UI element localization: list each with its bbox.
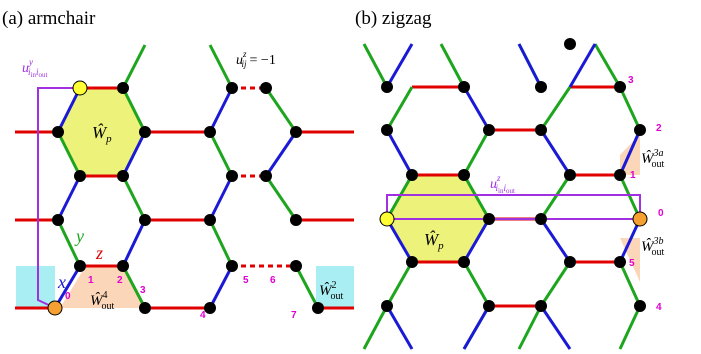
panel-a-title: (a) armchair [2,8,96,29]
x-bonds-b [385,43,642,350]
sites-a [52,82,324,314]
panel-b-title: (b) zigzag [355,8,432,29]
y-bonds-a [56,44,320,309]
site-number-b-2: 2 [656,123,662,134]
plaquette-wp-a [58,88,145,176]
u-z-label-b: uz iiniout [490,173,515,195]
x-bonds-a [53,87,298,309]
site-number-b-0: 0 [658,208,664,219]
site-number-a-5: 5 [243,275,249,286]
bond-label-x: x [57,272,66,292]
wp-label-a: Ŵp [92,123,112,145]
site-number-a-1: 1 [88,275,94,286]
site-number-a-3: 3 [140,285,146,296]
site-number-a-2: 2 [117,275,123,286]
cyan-box-right [316,266,354,308]
site-number-a-4: 4 [200,310,206,321]
bond-label-y: y [74,226,84,246]
path-uy-a [37,87,80,309]
in-site-a [72,80,88,96]
wout2-label: Ŵ2 out [319,280,344,302]
path-uz-b [386,194,641,220]
in-site-b [379,211,395,227]
cyan-box-left [16,266,55,308]
bond-label-z: z [95,243,103,263]
site-number-a-6: 6 [270,275,276,286]
u-z-label-a: uz ij = −1 [236,49,276,69]
u-y-label-a: uy iiniout [22,57,47,79]
site-number-b-5: 5 [629,258,635,269]
out-site-a [47,300,63,316]
mpo-region-wout4 [60,267,145,308]
wout3a-label: Ŵ3a out [641,148,665,170]
sites-b [381,38,646,312]
site-number-a-0: 0 [65,291,71,302]
site-number-b-1: 1 [630,170,636,181]
site-numbers-a: 0 1 2 3 4 5 6 7 [65,275,297,321]
site-numbers-b: 0 1 2 3 4 5 [628,75,664,313]
out-site-b [632,211,648,227]
site-number-a-7: 7 [291,310,297,321]
site-number-b-4: 4 [656,302,662,313]
site-number-b-3: 3 [628,75,634,86]
wp-label-b: Ŵp [424,230,444,252]
wout4-label: Ŵ4 out [90,290,115,312]
wout3b-label: Ŵ3b out [641,236,665,258]
